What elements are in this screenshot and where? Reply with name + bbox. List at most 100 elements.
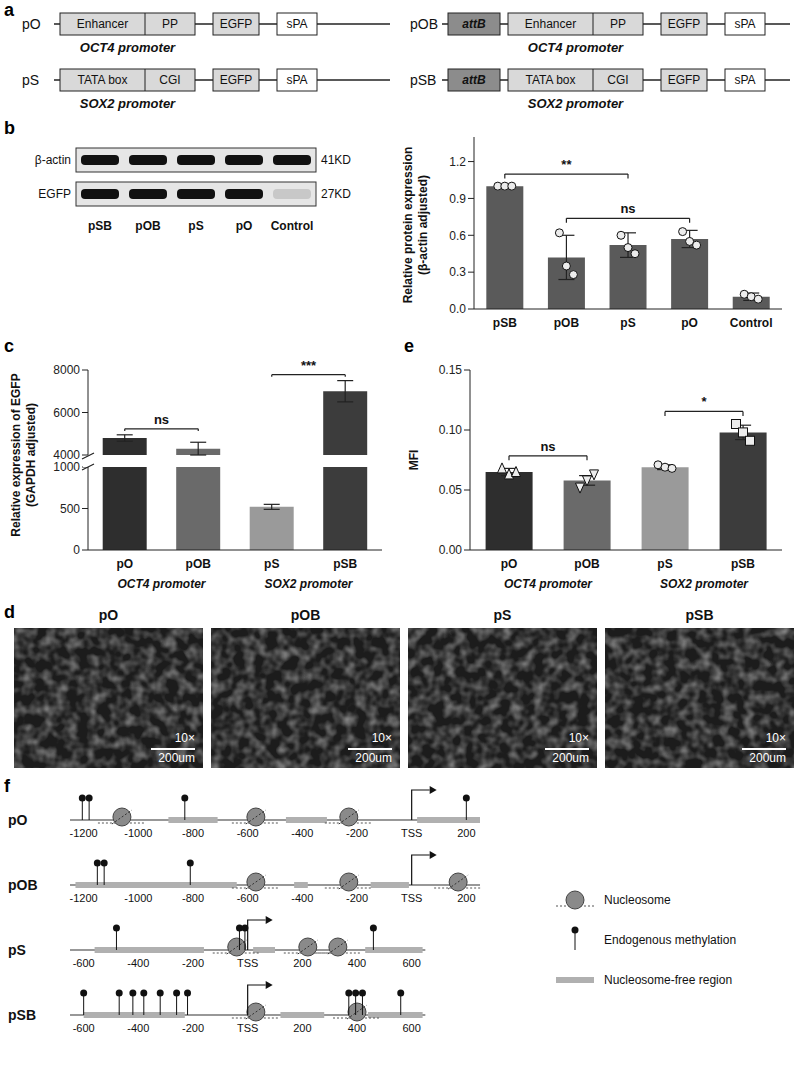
svg-text:pSB: pSB: [493, 316, 517, 330]
svg-text:400: 400: [348, 1022, 366, 1034]
svg-text:-400: -400: [291, 827, 313, 839]
svg-text:-1000: -1000: [124, 892, 152, 904]
svg-text:SOX2 promoter: SOX2 promoter: [264, 577, 353, 591]
svg-text:pSB: pSB: [88, 219, 112, 233]
svg-text:Nucleosome-free region: Nucleosome-free region: [604, 973, 732, 987]
svg-text:200um: 200um: [158, 751, 195, 765]
svg-text:pS: pS: [8, 942, 26, 958]
svg-text:TATA box: TATA box: [77, 73, 127, 87]
svg-text:β-actin: β-actin: [35, 153, 71, 167]
svg-text:EGFP: EGFP: [668, 73, 701, 87]
svg-text:ns: ns: [154, 412, 169, 427]
svg-text:ns: ns: [620, 201, 635, 216]
svg-text:pOB: pOB: [186, 557, 212, 571]
svg-text:41KD: 41KD: [321, 153, 351, 167]
svg-text:SOX2 promoter: SOX2 promoter: [80, 96, 176, 111]
svg-text:pSB: pSB: [410, 72, 436, 88]
svg-text:pS: pS: [657, 557, 672, 571]
svg-text:-600: -600: [73, 957, 95, 969]
svg-text:0.0: 0.0: [449, 302, 466, 316]
svg-text:pSB: pSB: [333, 557, 357, 571]
svg-text:-800: -800: [182, 827, 204, 839]
svg-text:***: ***: [301, 358, 317, 373]
svg-text:pOB: pOB: [291, 607, 321, 623]
svg-text:TSS: TSS: [401, 892, 422, 904]
svg-text:sPA: sPA: [734, 17, 755, 31]
svg-text:400: 400: [348, 957, 366, 969]
svg-text:-200: -200: [182, 1022, 204, 1034]
svg-text:200um: 200um: [552, 751, 589, 765]
svg-text:pOB: pOB: [135, 219, 161, 233]
svg-text:**: **: [561, 157, 572, 172]
svg-text:0.9: 0.9: [449, 192, 466, 206]
svg-text:pO: pO: [236, 219, 253, 233]
svg-text:Relative protein expression(β-: Relative protein expression(β-actin adju…: [401, 147, 430, 304]
svg-text:pSB: pSB: [8, 1007, 36, 1023]
svg-text:EGFP: EGFP: [220, 73, 253, 87]
svg-text:pOB: pOB: [8, 877, 38, 893]
svg-text:-1200: -1200: [70, 892, 98, 904]
svg-text:Enhancer: Enhancer: [525, 17, 576, 31]
svg-text:TSS: TSS: [401, 827, 422, 839]
svg-text:Control: Control: [730, 316, 773, 330]
svg-text:MFI: MFI: [407, 450, 421, 471]
svg-text:-400: -400: [127, 957, 149, 969]
svg-text:SOX2 promoter: SOX2 promoter: [528, 96, 624, 111]
svg-text:200um: 200um: [355, 751, 392, 765]
svg-text:-1000: -1000: [124, 827, 152, 839]
svg-text:0.10: 0.10: [439, 423, 463, 437]
svg-text:EGFP: EGFP: [220, 17, 253, 31]
svg-text:-400: -400: [127, 1022, 149, 1034]
svg-text:10×: 10×: [175, 731, 195, 745]
svg-text:Endogenous methylation: Endogenous methylation: [604, 933, 736, 947]
svg-text:pS: pS: [620, 316, 635, 330]
svg-text:Control: Control: [271, 219, 314, 233]
svg-text:200: 200: [293, 1022, 311, 1034]
svg-text:pO: pO: [22, 16, 41, 32]
svg-text:*: *: [701, 394, 707, 409]
svg-text:pS: pS: [22, 72, 39, 88]
svg-text:pOB: pOB: [554, 316, 580, 330]
svg-text:sPA: sPA: [286, 73, 307, 87]
svg-text:0.3: 0.3: [449, 265, 466, 279]
svg-text:-1200: -1200: [70, 827, 98, 839]
svg-text:6000: 6000: [53, 406, 80, 420]
svg-text:pOB: pOB: [574, 557, 600, 571]
svg-text:0: 0: [73, 543, 80, 557]
svg-text:ns: ns: [540, 439, 555, 454]
svg-text:CGI: CGI: [607, 73, 628, 87]
svg-text:0.6: 0.6: [449, 229, 466, 243]
svg-text:sPA: sPA: [734, 73, 755, 87]
svg-text:OCT4 promoter: OCT4 promoter: [80, 40, 176, 55]
svg-text:pS: pS: [188, 219, 203, 233]
svg-text:pS: pS: [264, 557, 279, 571]
svg-text:0.15: 0.15: [439, 363, 463, 377]
svg-text:PP: PP: [162, 17, 178, 31]
svg-text:Relative expression of EGFP(GA: Relative expression of EGFP(GAPDH adjust…: [9, 373, 38, 536]
svg-text:0.00: 0.00: [439, 543, 463, 557]
svg-text:attB: attB: [462, 73, 486, 87]
svg-text:-200: -200: [346, 827, 368, 839]
svg-text:TSS: TSS: [237, 1022, 258, 1034]
svg-text:Nucleosome: Nucleosome: [604, 893, 671, 907]
svg-text:Enhancer: Enhancer: [77, 17, 128, 31]
svg-text:pO: pO: [8, 812, 28, 828]
svg-text:200um: 200um: [749, 751, 786, 765]
svg-text:-600: -600: [237, 892, 259, 904]
svg-text:-200: -200: [182, 957, 204, 969]
svg-text:27KD: 27KD: [321, 187, 351, 201]
svg-text:600: 600: [402, 957, 420, 969]
svg-text:pOB: pOB: [410, 16, 438, 32]
svg-text:EGFP: EGFP: [38, 187, 71, 201]
svg-text:TSS: TSS: [237, 957, 258, 969]
svg-text:OCT4 promoter: OCT4 promoter: [117, 577, 206, 591]
svg-text:200: 200: [293, 957, 311, 969]
svg-text:pO: pO: [99, 607, 119, 623]
svg-text:-200: -200: [346, 892, 368, 904]
svg-text:-800: -800: [182, 892, 204, 904]
svg-text:500: 500: [60, 502, 80, 516]
svg-text:10×: 10×: [372, 731, 392, 745]
svg-text:EGFP: EGFP: [668, 17, 701, 31]
svg-text:-600: -600: [73, 1022, 95, 1034]
svg-text:-400: -400: [291, 892, 313, 904]
